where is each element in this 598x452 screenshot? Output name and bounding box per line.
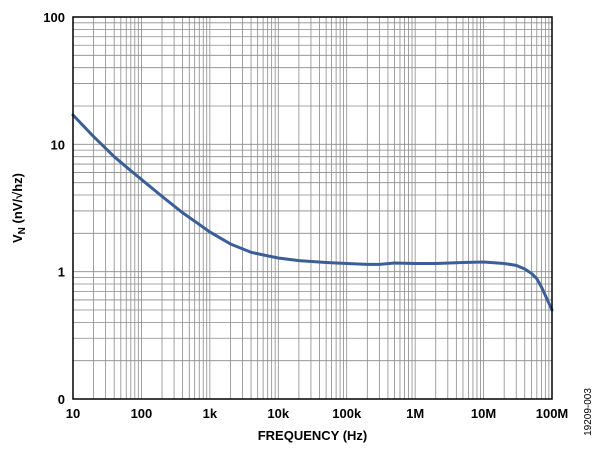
x-axis-title: FREQUENCY (Hz) xyxy=(258,428,368,443)
y-tick-label: 10 xyxy=(51,137,65,152)
tick-labels: 10 100 1k 10k 100k 1M 10M 100M 0 1 10 100 xyxy=(43,10,568,421)
x-tick-label: 100M xyxy=(536,406,569,421)
x-tick-label: 1M xyxy=(406,406,424,421)
x-tick-label: 100 xyxy=(131,406,153,421)
x-tick-label: 1k xyxy=(203,406,218,421)
noise-curve xyxy=(71,113,554,312)
x-tick-label: 100k xyxy=(332,406,362,421)
figure-id: 19209-003 xyxy=(583,388,594,436)
y-axis-title-main: V xyxy=(10,234,25,243)
y-tick-label: 0 xyxy=(58,392,65,407)
y-tick-label: 100 xyxy=(43,10,65,25)
x-tick-label: 10M xyxy=(471,406,496,421)
y-tick-label: 1 xyxy=(58,265,65,280)
x-tick-label: 10 xyxy=(66,406,80,421)
x-tick-label: 10k xyxy=(267,406,289,421)
y-axis-title-unit: (nV/√hz) xyxy=(10,173,25,227)
y-axis-title: VN (nV/√hz) xyxy=(10,173,28,243)
plot-frame xyxy=(72,16,553,400)
y-axis-title-subscript: N xyxy=(17,227,28,234)
grid xyxy=(73,17,552,399)
